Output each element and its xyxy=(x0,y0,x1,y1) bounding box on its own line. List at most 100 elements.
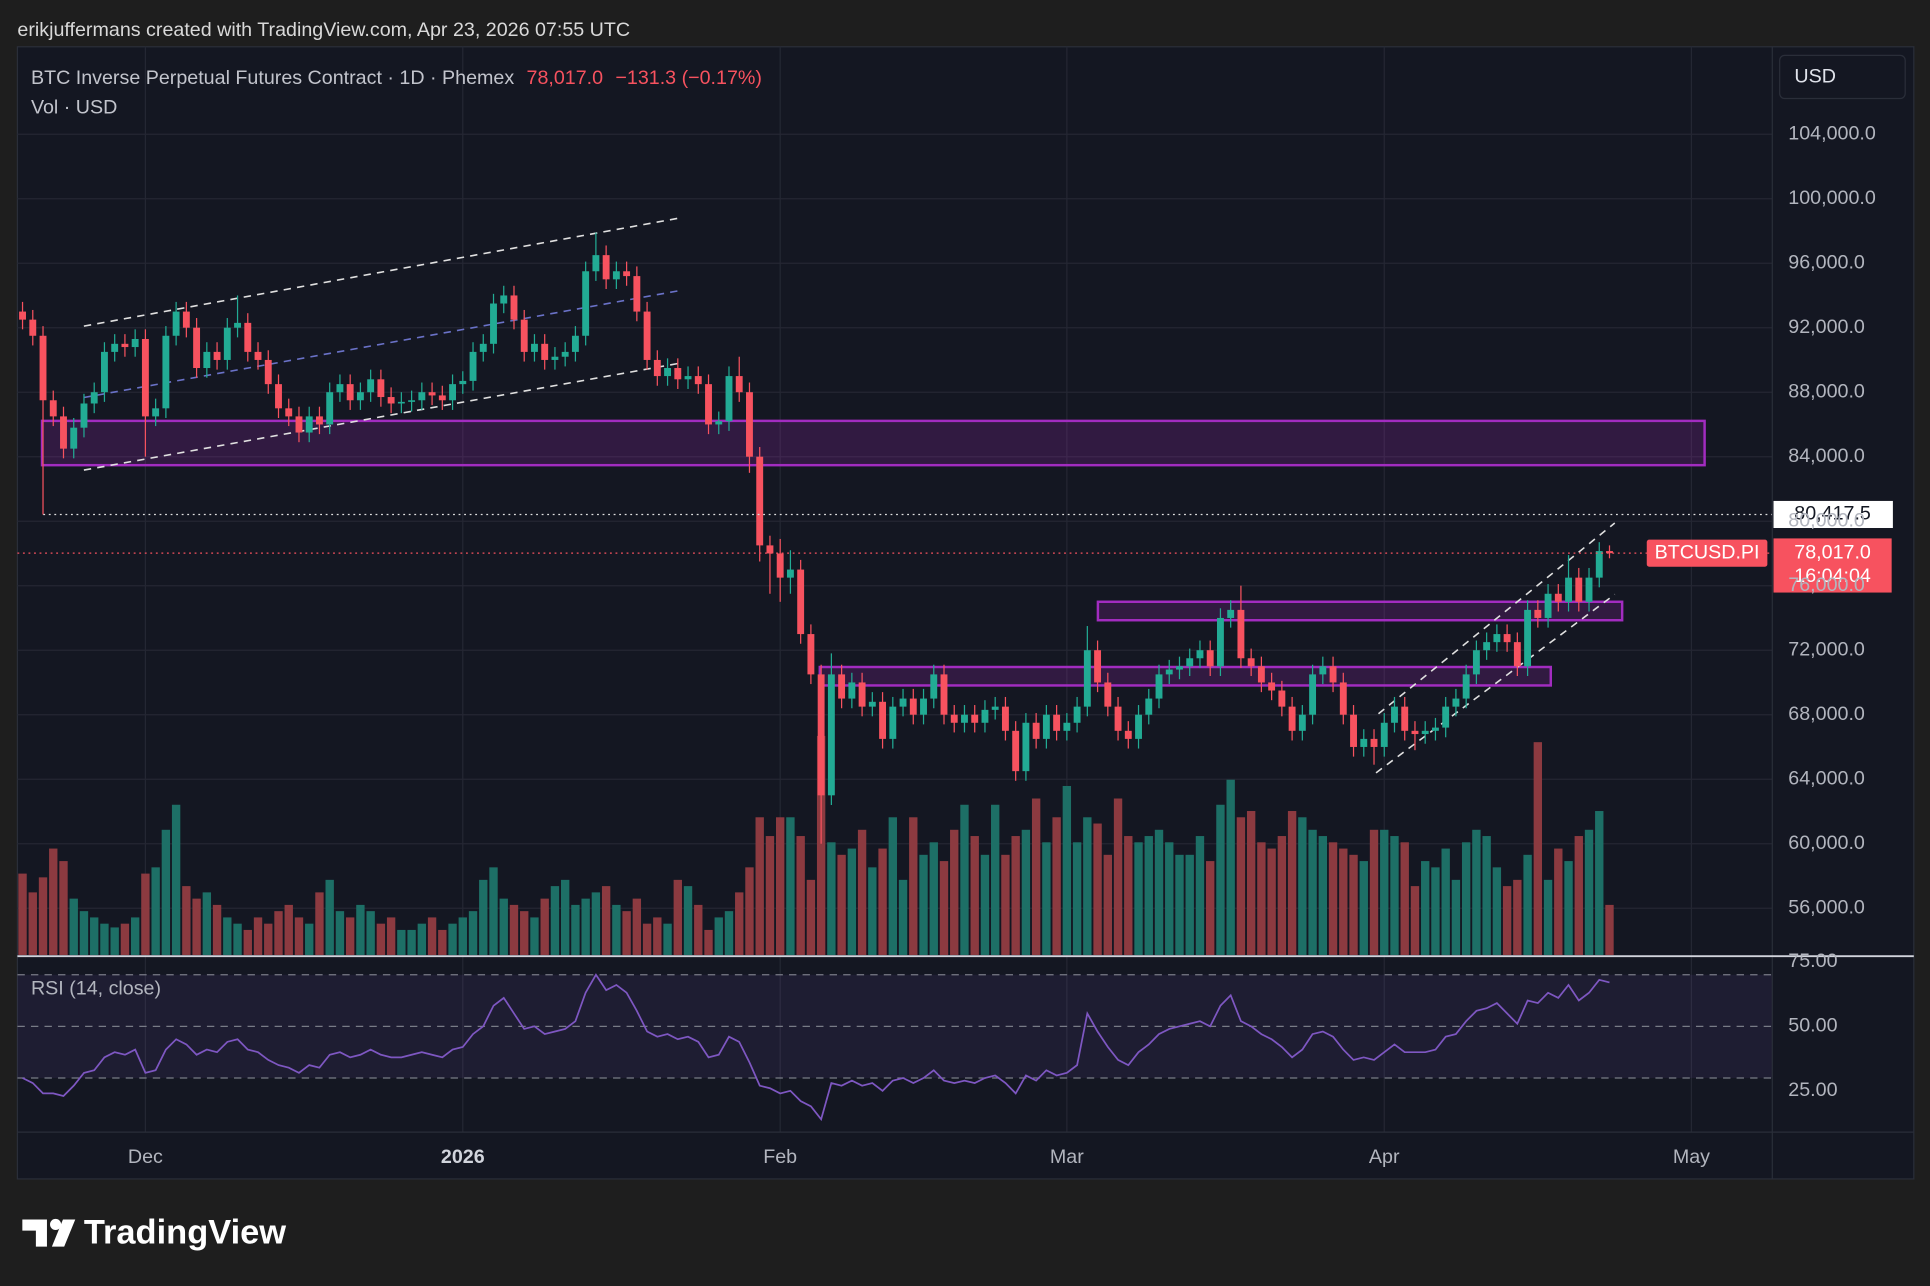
volume-bar xyxy=(898,879,908,955)
candle-body xyxy=(1606,551,1613,554)
volume-bar xyxy=(90,917,99,955)
candle-body xyxy=(428,392,436,396)
candle-body xyxy=(592,255,600,272)
volume-bar xyxy=(1461,842,1471,955)
volume-bar xyxy=(642,923,652,955)
candle-body xyxy=(326,392,334,425)
candles xyxy=(19,232,1613,844)
candle-body xyxy=(766,545,774,554)
candle-body xyxy=(1339,682,1347,715)
candle-body xyxy=(551,356,559,360)
candle-body xyxy=(889,706,897,739)
y-tick-label: 72,000.0 xyxy=(1788,638,1865,660)
candle-body xyxy=(1012,730,1020,772)
candle-body xyxy=(29,319,37,336)
volume-bar xyxy=(714,917,723,955)
volume-bar xyxy=(1001,854,1010,955)
y-tick-label: 60,000.0 xyxy=(1788,832,1865,854)
volume-bar xyxy=(1574,836,1583,955)
volume-bar xyxy=(192,898,201,955)
candle-body xyxy=(1534,609,1542,618)
candle-body xyxy=(39,335,47,401)
volume-bar xyxy=(1482,836,1491,955)
candle-body xyxy=(735,376,743,393)
volume-bar xyxy=(868,867,877,955)
candle-body xyxy=(49,400,57,417)
volume-bar xyxy=(1390,836,1399,955)
candle-body xyxy=(101,351,108,393)
candle-body xyxy=(295,416,303,433)
candle-body xyxy=(408,400,416,402)
x-tick-label: 2026 xyxy=(441,1146,485,1168)
volume-bar xyxy=(1431,867,1440,955)
currency[interactable]: USD xyxy=(1794,66,1836,88)
candle-body xyxy=(981,709,989,723)
currency-button[interactable] xyxy=(1779,54,1906,100)
candle-body xyxy=(1094,650,1102,683)
candle-body xyxy=(500,295,508,304)
volume-bar xyxy=(325,879,334,955)
candle-body xyxy=(418,392,426,401)
rsi-line xyxy=(22,973,1610,1122)
volume-bar xyxy=(919,854,928,955)
candle-body xyxy=(459,380,467,385)
channel-line xyxy=(83,362,681,471)
candle-body xyxy=(356,392,364,401)
volume-bar xyxy=(765,836,775,955)
volume-bar xyxy=(847,848,857,955)
candle-body xyxy=(1124,730,1132,739)
volume-bar xyxy=(294,917,304,955)
candle-body xyxy=(1360,738,1368,747)
candle-body xyxy=(336,384,344,393)
x-tick-label: May xyxy=(1673,1146,1710,1168)
volume-bar xyxy=(1031,798,1041,955)
volume-bar xyxy=(18,873,27,955)
candle-body xyxy=(612,271,620,280)
attribution: erikjuffermans created with TradingView.… xyxy=(17,19,630,41)
y-tick-label: 68,000.0 xyxy=(1788,703,1865,725)
candle-body xyxy=(1227,609,1235,618)
candle-body xyxy=(1411,730,1419,735)
volume-bar xyxy=(1042,842,1051,955)
volume-bar xyxy=(1052,817,1061,955)
volume-bar xyxy=(1226,779,1235,955)
volume-bar xyxy=(458,917,467,955)
candle-body xyxy=(121,343,129,348)
channel-line xyxy=(83,217,681,327)
candle-body xyxy=(234,322,241,328)
volume-bar xyxy=(141,873,150,955)
candle-body xyxy=(1032,722,1040,739)
volume-bar xyxy=(1175,854,1184,955)
candle-body xyxy=(367,379,375,393)
candle-body xyxy=(705,384,712,425)
candle-body xyxy=(223,327,231,360)
candle-body xyxy=(1513,642,1521,667)
candle-body xyxy=(1350,714,1357,747)
y-tick-label: 84,000.0 xyxy=(1788,445,1865,467)
candle-body xyxy=(1176,666,1183,670)
candle-body xyxy=(90,392,98,404)
candle-body xyxy=(111,343,119,352)
volume-bar xyxy=(182,886,191,955)
volume-bar xyxy=(878,848,887,955)
volume-bar xyxy=(581,898,590,955)
candle-body xyxy=(602,255,610,280)
volume-bar xyxy=(356,904,365,955)
x-tick-label: Dec xyxy=(128,1146,163,1168)
volume-bar xyxy=(888,817,897,955)
volume-bar xyxy=(694,904,703,955)
candle-body xyxy=(1001,706,1009,731)
candle-body xyxy=(991,706,999,710)
price-change: −131.3 (−0.17%) xyxy=(615,67,762,89)
candle-body xyxy=(172,311,180,336)
volume-bar xyxy=(571,904,580,955)
volume-bar xyxy=(100,923,109,955)
candle-body xyxy=(868,701,876,707)
candle-body xyxy=(561,351,569,357)
logo-shape xyxy=(22,1219,47,1247)
logo-shape xyxy=(51,1219,76,1247)
volume-bar xyxy=(540,898,549,955)
candle-body xyxy=(1145,698,1153,715)
volume-bar xyxy=(601,886,611,955)
candle-body xyxy=(541,343,549,360)
